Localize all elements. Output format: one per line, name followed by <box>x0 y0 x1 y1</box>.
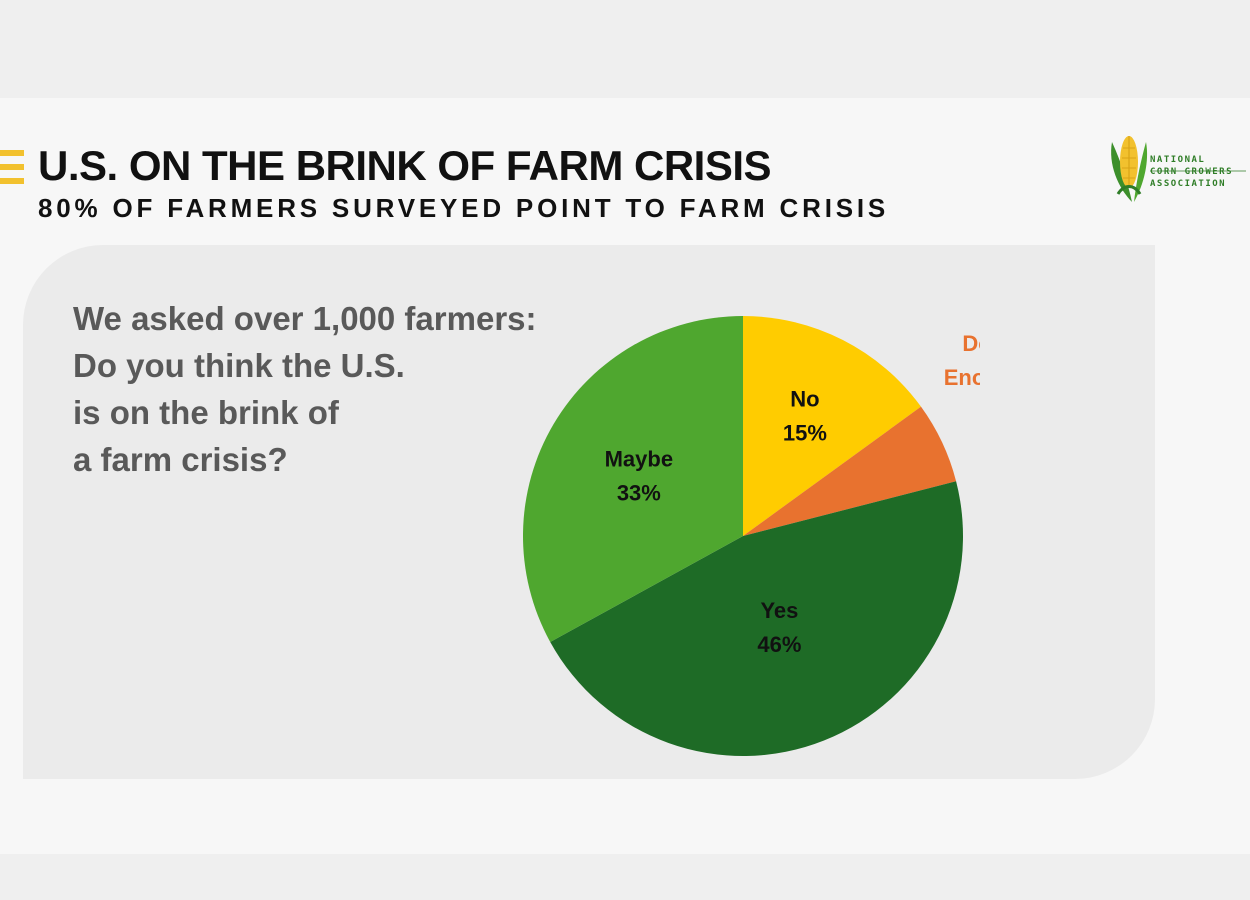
slice-name-label: Enough To Say <box>944 365 980 390</box>
logo-text: NATIONAL CORN GROWERS ASSOCIATION <box>1150 154 1233 190</box>
slice-value-label: 15% <box>783 420 827 445</box>
logo-line: NATIONAL <box>1150 155 1206 165</box>
logo-line: CORN GROWERS <box>1150 167 1234 177</box>
slice-label: Yes 46% <box>757 598 801 657</box>
pie-slice-maybe <box>523 316 743 642</box>
slide: U.S. ON THE BRINK OF FARM CRISIS 80% OF … <box>0 98 1250 854</box>
slice-name-label: No <box>790 386 819 411</box>
survey-question: We asked over 1,000 farmers: Do you thin… <box>73 295 593 483</box>
logo-line: ASSOCIATION <box>1150 179 1227 189</box>
question-line: a farm crisis? <box>73 441 288 478</box>
slice-label: No 15% <box>783 386 827 445</box>
question-line: Do you think the U.S. <box>73 347 405 384</box>
slice-name-label: Don't Know <box>962 331 980 356</box>
slice-label: Don't KnowEnough To Say6% <box>944 331 980 390</box>
pie-slice-yes <box>550 481 963 756</box>
question-line: is on the brink of <box>73 394 339 431</box>
ncga-logo: NATIONAL CORN GROWERS ASSOCIATION <box>1100 124 1248 208</box>
corn-icon <box>1111 136 1246 202</box>
slice-name-label: Maybe <box>605 446 673 471</box>
pie-slice-don-t-know-enough-to-say <box>743 406 957 536</box>
slice-value-label: 46% <box>757 632 801 657</box>
question-line: We asked over 1,000 farmers: <box>73 300 537 337</box>
page-subtitle: 80% OF FARMERS SURVEYED POINT TO FARM CR… <box>38 193 890 223</box>
page-title: U.S. ON THE BRINK OF FARM CRISIS <box>38 142 772 189</box>
pie-slice-no <box>743 316 921 536</box>
slice-label: Maybe 33% <box>605 446 673 505</box>
accent-bars <box>0 150 24 186</box>
slice-value-label: 33% <box>617 480 661 505</box>
slice-name-label: Yes <box>760 598 798 623</box>
